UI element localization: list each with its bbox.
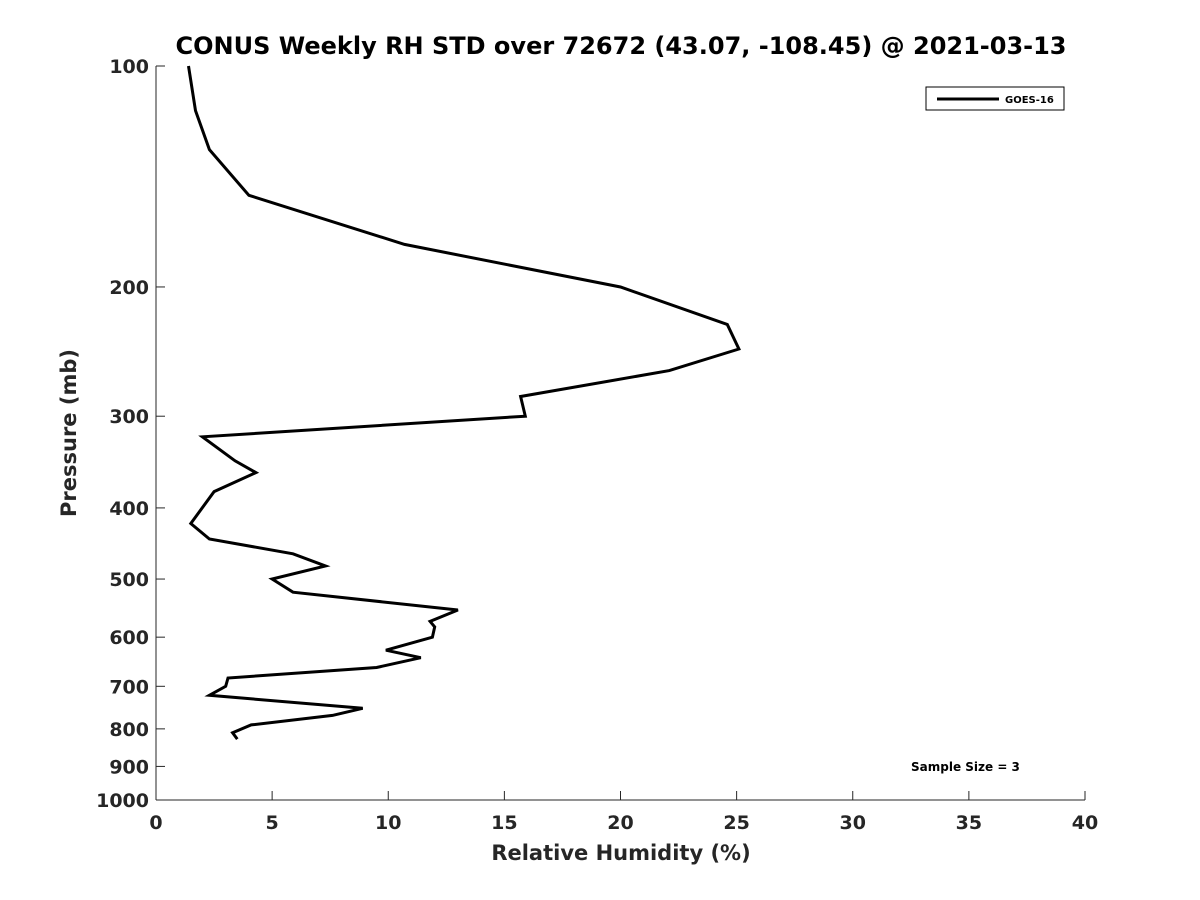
x-tick-label: 20: [607, 812, 633, 834]
y-tick-label: 800: [109, 719, 149, 741]
x-tick-label: 35: [956, 812, 982, 834]
y-tick-label: 1000: [96, 790, 149, 812]
x-tick-label: 25: [723, 812, 749, 834]
y-tick-label: 200: [109, 277, 149, 299]
x-tick-label: 40: [1072, 812, 1098, 834]
x-tick-label: 15: [491, 812, 517, 834]
x-axis-ticks: 0 5 10 15 20 25 30 35 40: [149, 791, 1098, 834]
sample-size-annotation: Sample Size = 3: [911, 760, 1020, 774]
legend-label-goes-16: GOES-16: [1005, 95, 1054, 106]
series-line-goes-16: [187, 65, 741, 740]
y-tick-label: 700: [109, 676, 149, 698]
x-axis-label: Relative Humidity (%): [491, 841, 750, 865]
x-tick-label: 5: [266, 812, 279, 834]
y-tick-label: 300: [109, 406, 149, 428]
x-tick-label: 0: [149, 812, 162, 834]
y-tick-label: 900: [109, 756, 149, 778]
legend: GOES-16: [925, 86, 1065, 111]
y-tick-label: 500: [109, 569, 149, 591]
y-tick-label: 100: [109, 56, 149, 78]
x-tick-label: 10: [375, 812, 401, 834]
y-tick-label: 400: [109, 498, 149, 520]
plot-axes: [155, 66, 1085, 801]
chart-title: CONUS Weekly RH STD over 72672 (43.07, -…: [175, 32, 1066, 60]
y-axis-label: Pressure (mb): [57, 349, 81, 517]
y-axis-ticks: 100 200 300 400 500 600 700 800 900 1000: [96, 56, 165, 812]
x-tick-label: 30: [840, 812, 866, 834]
y-tick-label: 600: [109, 627, 149, 649]
